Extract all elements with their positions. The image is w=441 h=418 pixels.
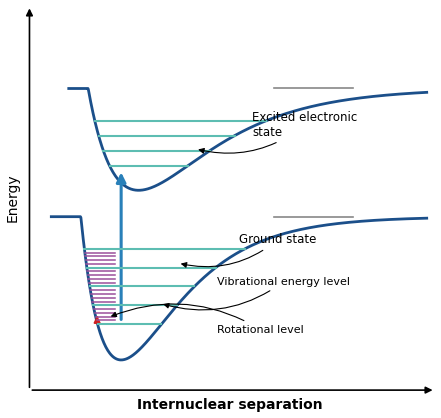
Text: Rotational level: Rotational level <box>112 304 304 335</box>
Text: Vibrational energy level: Vibrational energy level <box>164 277 350 310</box>
Text: Excited electronic
state: Excited electronic state <box>199 111 357 153</box>
X-axis label: Internuclear separation: Internuclear separation <box>138 398 323 413</box>
Text: Ground state: Ground state <box>182 233 316 267</box>
Y-axis label: Energy: Energy <box>6 173 19 222</box>
